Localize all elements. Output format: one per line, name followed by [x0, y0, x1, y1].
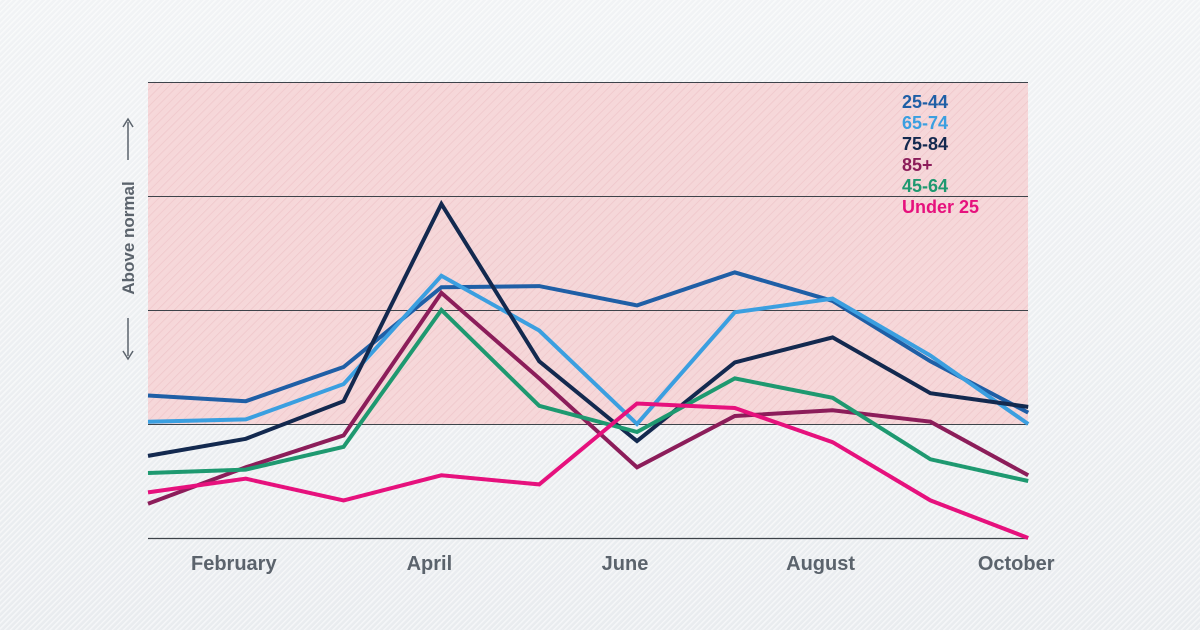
y-axis: Above normal: [119, 117, 138, 361]
x-tick-label: February: [191, 553, 277, 575]
legend-entry: 65-74: [902, 113, 948, 133]
series-line-45-64: [147, 306, 1029, 483]
x-tick-label: April: [407, 553, 453, 575]
x-tick-label: August: [786, 553, 855, 575]
legend-entry: Under 25: [902, 197, 979, 217]
x-tick-label: October: [978, 553, 1055, 575]
y-axis-label: Above normal: [119, 181, 138, 294]
series-line-85: [147, 289, 1030, 506]
series-line-25-44: [147, 270, 1030, 415]
legend-entry: 75-84: [902, 134, 948, 154]
series-line-under-25: [147, 401, 1029, 540]
legend-entry: 85+: [902, 155, 933, 175]
arrow-up-icon: [122, 117, 134, 128]
series-line-75-84: [147, 199, 1029, 458]
arrow-down-icon: [122, 350, 134, 361]
legend-entry: 25-44: [902, 92, 948, 112]
legend-entry: 45-64: [902, 176, 948, 196]
x-axis-labels: February April June August October: [191, 553, 1055, 575]
series-line-65-74: [147, 273, 1030, 427]
grid-lines: [148, 82, 1028, 540]
series-lines: [147, 199, 1030, 540]
x-tick-label: June: [602, 553, 649, 575]
